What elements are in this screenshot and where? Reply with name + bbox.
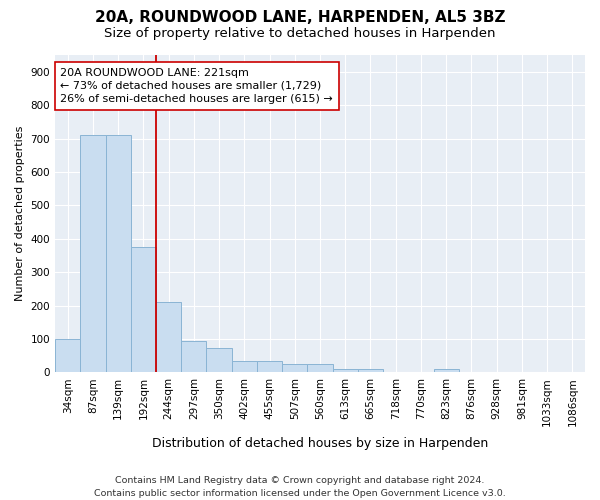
Text: Size of property relative to detached houses in Harpenden: Size of property relative to detached ho… [104, 28, 496, 40]
Bar [181, 340, 206, 372]
Bar [55, 339, 80, 372]
Y-axis label: Number of detached properties: Number of detached properties [15, 126, 25, 302]
Bar [257, 360, 282, 372]
Text: 20A, ROUNDWOOD LANE, HARPENDEN, AL5 3BZ: 20A, ROUNDWOOD LANE, HARPENDEN, AL5 3BZ [95, 10, 505, 25]
Bar [156, 302, 181, 372]
Bar [282, 364, 307, 372]
Bar [206, 348, 232, 372]
Bar [80, 135, 106, 372]
Bar [434, 369, 459, 372]
Bar [307, 364, 332, 372]
X-axis label: Distribution of detached houses by size in Harpenden: Distribution of detached houses by size … [152, 437, 488, 450]
Bar [106, 135, 131, 372]
Text: Contains HM Land Registry data © Crown copyright and database right 2024.
Contai: Contains HM Land Registry data © Crown c… [94, 476, 506, 498]
Text: 20A ROUNDWOOD LANE: 221sqm
← 73% of detached houses are smaller (1,729)
26% of s: 20A ROUNDWOOD LANE: 221sqm ← 73% of deta… [61, 68, 333, 104]
Bar [332, 369, 358, 372]
Bar [358, 369, 383, 372]
Bar [131, 247, 156, 372]
Bar [232, 360, 257, 372]
